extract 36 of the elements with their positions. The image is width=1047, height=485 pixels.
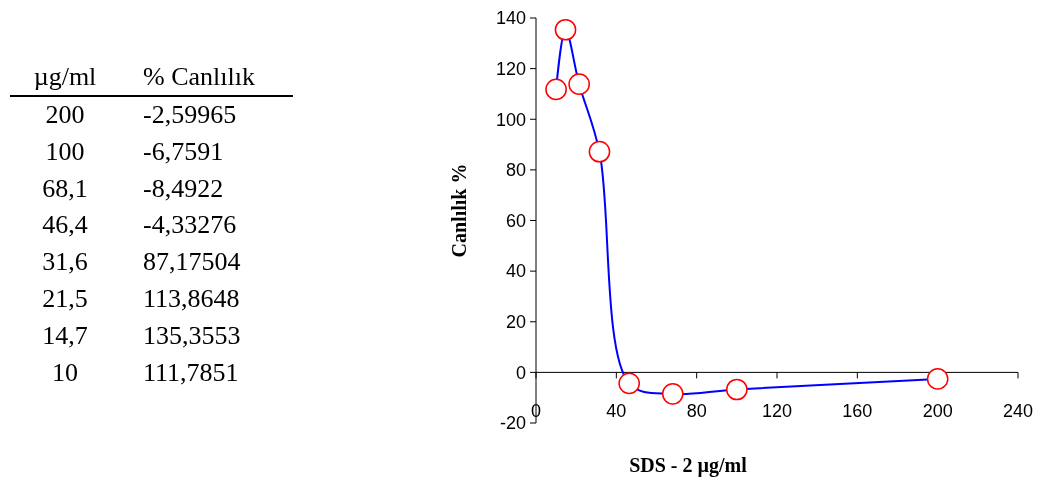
text: 111,7851 bbox=[143, 357, 239, 387]
x-tick-label: 40 bbox=[606, 401, 627, 422]
text: 100 bbox=[45, 136, 85, 166]
y-tick-label: 60 bbox=[505, 210, 526, 231]
y-tick-label: 100 bbox=[495, 109, 526, 130]
y-axis-title: Canlılık % bbox=[448, 163, 470, 258]
y-tick-label: 140 bbox=[495, 8, 526, 29]
x-tick-label: 0 bbox=[530, 401, 542, 422]
y-tick-label: -20 bbox=[499, 413, 526, 434]
text: -2,59965 bbox=[143, 100, 237, 129]
text: 10 bbox=[52, 357, 78, 387]
x-tick-label: 200 bbox=[922, 401, 953, 422]
x-tick-label: 80 bbox=[686, 401, 707, 422]
y-tick-label: 80 bbox=[505, 160, 526, 181]
text: 31,6 bbox=[42, 247, 88, 277]
y-tick-label: 120 bbox=[495, 58, 526, 79]
text: 113,8648 bbox=[143, 284, 240, 313]
text: -4,33276 bbox=[143, 210, 237, 240]
text: -8,4922 bbox=[143, 173, 224, 203]
text: % Canlılık bbox=[143, 62, 255, 91]
text: 21,5 bbox=[42, 284, 88, 313]
text: 68,1 bbox=[42, 173, 88, 203]
x-axis-title: SDS - 2 µg/ml bbox=[629, 454, 748, 477]
text: 14,7 bbox=[42, 320, 88, 350]
x-tick-label: 120 bbox=[761, 401, 793, 422]
text: µg/ml bbox=[33, 62, 97, 91]
x-tick-label: 160 bbox=[842, 401, 873, 422]
y-tick-label: 0 bbox=[515, 362, 526, 383]
text: 87,17504 bbox=[143, 247, 241, 277]
text: 46,4 bbox=[42, 210, 88, 240]
text: -6,7591 bbox=[143, 136, 224, 166]
text: 200 bbox=[45, 100, 85, 129]
y-tick-label: 40 bbox=[505, 261, 526, 282]
text: 135,3553 bbox=[143, 320, 241, 350]
y-tick-label: 20 bbox=[505, 312, 526, 333]
x-tick-label: 240 bbox=[1002, 401, 1034, 422]
